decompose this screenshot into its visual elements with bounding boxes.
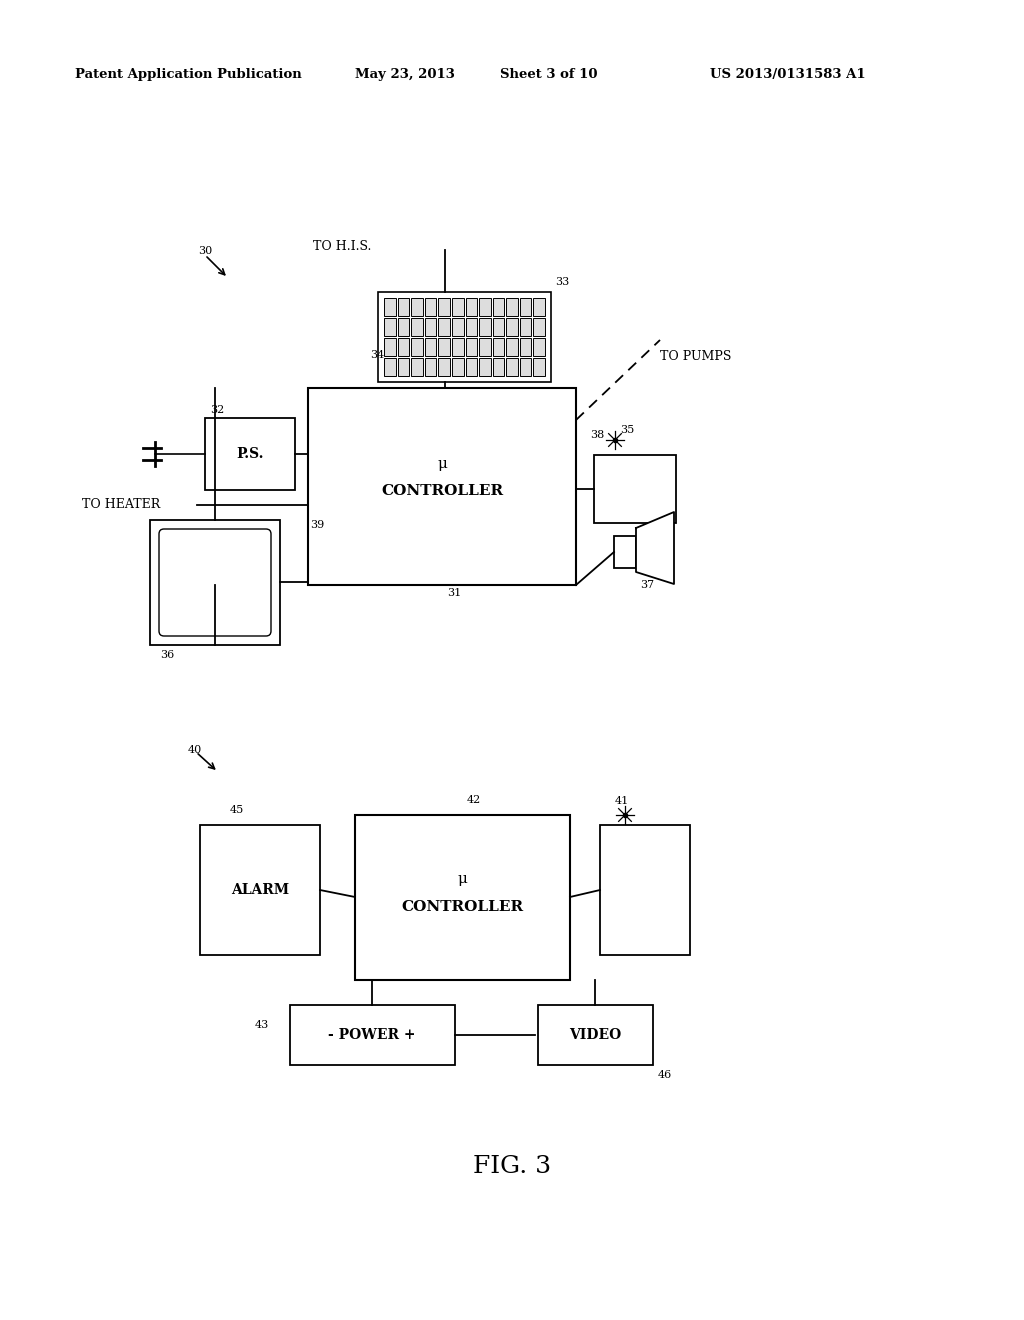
Text: 46: 46 — [658, 1071, 672, 1080]
Text: 39: 39 — [310, 520, 325, 531]
Text: 41: 41 — [615, 796, 630, 807]
Text: P.S.: P.S. — [237, 447, 264, 461]
Bar — [397, 318, 410, 337]
Bar — [520, 298, 531, 315]
Bar — [438, 358, 450, 376]
Bar — [412, 298, 423, 315]
Bar — [438, 298, 450, 315]
Text: TO HEATER: TO HEATER — [82, 499, 160, 511]
Text: CONTROLLER: CONTROLLER — [401, 900, 523, 913]
Bar — [479, 338, 490, 356]
Text: 33: 33 — [555, 277, 569, 286]
Text: Patent Application Publication: Patent Application Publication — [75, 69, 302, 81]
Bar — [205, 418, 295, 490]
Text: 43: 43 — [255, 1020, 269, 1030]
Bar — [412, 318, 423, 337]
Text: US 2013/0131583 A1: US 2013/0131583 A1 — [710, 69, 865, 81]
Bar — [452, 338, 464, 356]
Bar — [425, 338, 436, 356]
Bar — [594, 455, 676, 523]
Text: May 23, 2013: May 23, 2013 — [355, 69, 455, 81]
Bar — [200, 825, 319, 954]
Bar — [614, 536, 636, 568]
Bar — [479, 298, 490, 315]
Bar — [397, 358, 410, 376]
Bar — [506, 318, 518, 337]
Text: 35: 35 — [620, 425, 634, 436]
Text: Sheet 3 of 10: Sheet 3 of 10 — [500, 69, 597, 81]
Bar — [506, 358, 518, 376]
FancyBboxPatch shape — [159, 529, 271, 636]
Bar — [466, 298, 477, 315]
Bar — [397, 338, 410, 356]
Bar — [466, 338, 477, 356]
Bar — [493, 338, 504, 356]
Bar — [506, 298, 518, 315]
Bar — [493, 298, 504, 315]
Bar — [150, 520, 280, 645]
Bar — [397, 298, 410, 315]
Bar — [452, 358, 464, 376]
Bar — [384, 318, 395, 337]
Text: 30: 30 — [198, 246, 212, 256]
Text: 45: 45 — [230, 805, 245, 814]
Bar — [425, 318, 436, 337]
Text: 36: 36 — [160, 649, 174, 660]
Text: 37: 37 — [640, 579, 654, 590]
Bar — [412, 338, 423, 356]
Bar — [534, 318, 545, 337]
Bar — [538, 1005, 653, 1065]
Bar — [355, 814, 570, 979]
Text: 31: 31 — [447, 587, 461, 598]
Bar — [534, 338, 545, 356]
Text: FIG. 3: FIG. 3 — [473, 1155, 551, 1177]
Text: 34: 34 — [370, 350, 384, 360]
Text: 38: 38 — [590, 430, 604, 440]
Bar — [479, 358, 490, 376]
Bar — [493, 318, 504, 337]
Text: ALARM: ALARM — [231, 883, 289, 898]
Bar — [479, 318, 490, 337]
Bar — [290, 1005, 455, 1065]
Bar — [308, 388, 575, 585]
Bar — [520, 358, 531, 376]
Text: 42: 42 — [467, 795, 481, 805]
Bar — [534, 358, 545, 376]
Bar — [600, 825, 690, 954]
Bar — [534, 298, 545, 315]
Bar — [466, 318, 477, 337]
Text: - POWER +: - POWER + — [329, 1028, 416, 1041]
Bar — [425, 358, 436, 376]
Bar — [378, 292, 551, 381]
Bar — [520, 318, 531, 337]
Text: TO H.I.S.: TO H.I.S. — [313, 240, 372, 253]
Text: μ: μ — [457, 873, 467, 886]
Polygon shape — [636, 512, 674, 583]
Bar — [520, 338, 531, 356]
Bar — [438, 338, 450, 356]
Bar — [384, 338, 395, 356]
Bar — [412, 358, 423, 376]
Text: 32: 32 — [210, 405, 224, 414]
Bar — [466, 358, 477, 376]
Text: 40: 40 — [188, 744, 203, 755]
Bar — [425, 298, 436, 315]
Text: CONTROLLER: CONTROLLER — [381, 484, 503, 498]
Bar — [384, 298, 395, 315]
Bar — [438, 318, 450, 337]
Bar — [506, 338, 518, 356]
Text: VIDEO: VIDEO — [569, 1028, 622, 1041]
Text: μ: μ — [437, 457, 446, 471]
Bar — [452, 318, 464, 337]
Bar — [493, 358, 504, 376]
Bar — [452, 298, 464, 315]
Text: TO PUMPS: TO PUMPS — [660, 350, 731, 363]
Bar — [384, 358, 395, 376]
